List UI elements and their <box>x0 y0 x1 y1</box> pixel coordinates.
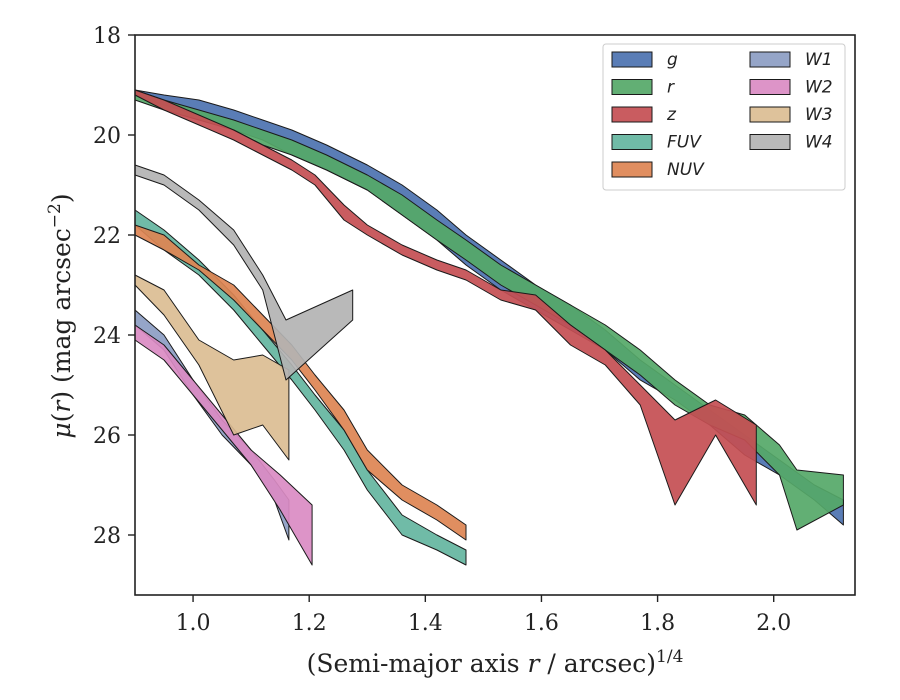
legend-swatch-nuv <box>611 161 653 178</box>
legend-swatch-w2 <box>749 79 791 95</box>
x-tick-label: 1.8 <box>640 611 675 636</box>
band-nuv <box>134 224 467 541</box>
y-axis-label: μ(r) (mag arcsec−2) <box>45 193 76 438</box>
plot-frame <box>134 34 856 596</box>
legend-swatch-g <box>611 51 653 68</box>
band-w4 <box>134 164 354 381</box>
legend-label-z: z <box>666 105 677 125</box>
legend-label-w2: W2 <box>805 78 833 98</box>
legend-label-r: r <box>667 78 675 98</box>
x-tick-label: 1.6 <box>524 611 559 636</box>
legend-label-w1: W1 <box>805 50 833 70</box>
y-tick-label: 18 <box>93 24 121 49</box>
legend-swatch-w1 <box>749 51 791 68</box>
legend-swatch-w3 <box>749 106 791 123</box>
legend-swatch-w4 <box>749 134 791 150</box>
y-axis: 18 20 22 24 26 28 <box>93 24 135 549</box>
band-z <box>134 89 757 506</box>
x-tick-label: 2.0 <box>756 611 791 636</box>
legend-label-g: g <box>667 50 678 70</box>
legend: grz FUV NUV W1 W2 W3 W4 <box>602 43 846 191</box>
legend-label-w3: W3 <box>805 105 833 125</box>
legend-swatch-r <box>611 79 653 95</box>
band-w3 <box>134 274 290 461</box>
legend-label-fuv: FUV <box>667 133 702 153</box>
x-tick-label: 1.4 <box>408 611 443 636</box>
legend-label-w4: W4 <box>805 133 833 153</box>
x-tick-label: 1.0 <box>176 611 211 636</box>
y-tick-label: 20 <box>93 124 121 149</box>
y-tick-label: 26 <box>93 424 121 449</box>
band-w2 <box>134 324 313 566</box>
legend-swatch-fuv <box>611 134 653 150</box>
y-tick-label: 22 <box>93 224 121 249</box>
y-tick-label: 24 <box>93 324 121 349</box>
x-axis: 1.0 1.2 1.4 1.6 1.8 2.0 <box>176 595 791 636</box>
x-axis-label: (Semi-major axis r / arcsec)1/4 <box>307 647 684 678</box>
x-tick-label: 1.2 <box>292 611 327 636</box>
band-layer <box>134 89 844 566</box>
legend-label-nuv: NUV <box>667 160 705 180</box>
legend-swatch-z <box>611 106 653 123</box>
band-r <box>134 89 844 531</box>
y-tick-label: 28 <box>93 524 121 549</box>
